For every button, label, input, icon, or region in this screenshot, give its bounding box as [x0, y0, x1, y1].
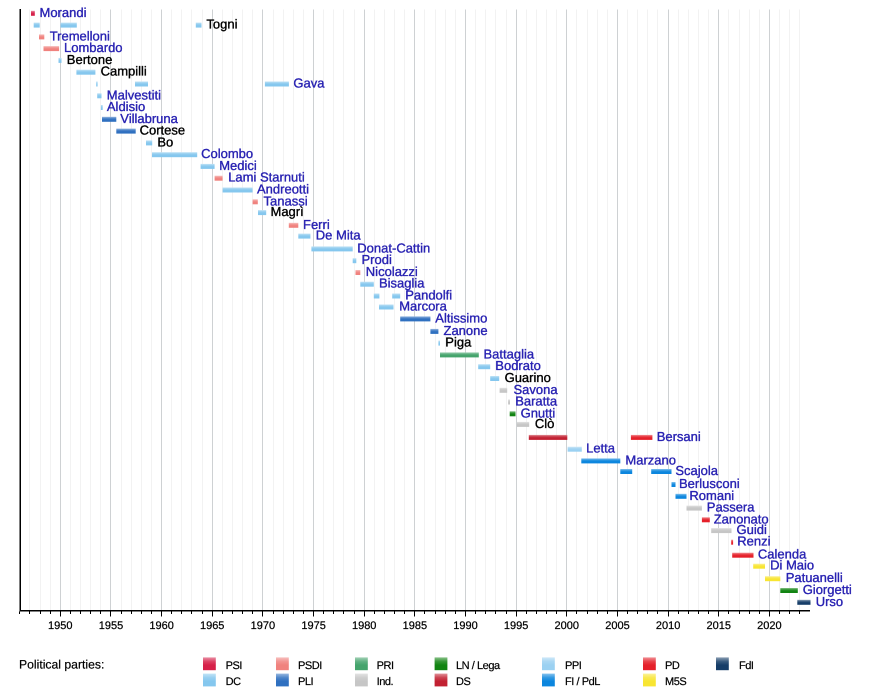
svg-text:Marzano: Marzano — [625, 452, 676, 467]
svg-text:Tremelloni: Tremelloni — [50, 28, 110, 43]
svg-text:FI / PdL: FI / PdL — [565, 676, 600, 688]
svg-text:Tanassi: Tanassi — [264, 193, 308, 208]
svg-text:1985: 1985 — [403, 620, 427, 632]
svg-text:Di Maio: Di Maio — [770, 558, 814, 573]
svg-text:Battaglia: Battaglia — [484, 346, 535, 361]
svg-text:FdI: FdI — [739, 660, 754, 672]
svg-text:Togni: Togni — [206, 17, 237, 32]
svg-text:Altissimo: Altissimo — [435, 310, 487, 325]
svg-text:Malvestiti: Malvestiti — [107, 87, 161, 102]
svg-text:Cortese: Cortese — [140, 123, 186, 138]
svg-text:PSDI: PSDI — [298, 660, 322, 672]
svg-text:1975: 1975 — [301, 620, 325, 632]
svg-text:Bodrato: Bodrato — [495, 358, 541, 373]
svg-text:Zanonato: Zanonato — [714, 511, 769, 526]
svg-text:Bersani: Bersani — [657, 429, 701, 444]
svg-text:Magrì: Magrì — [271, 204, 304, 219]
svg-text:Andreotti: Andreotti — [257, 182, 309, 197]
svg-text:DC: DC — [226, 676, 241, 688]
svg-text:2020: 2020 — [757, 620, 781, 632]
svg-text:Scajola: Scajola — [675, 463, 718, 478]
svg-text:Prodi: Prodi — [362, 252, 392, 267]
svg-text:Bisaglia: Bisaglia — [379, 276, 425, 291]
svg-text:Pandolfi: Pandolfi — [405, 288, 452, 303]
svg-text:Giorgetti: Giorgetti — [803, 582, 852, 597]
svg-text:Gnutti: Gnutti — [521, 405, 556, 420]
svg-text:Gava: Gava — [293, 76, 325, 91]
svg-text:Guidi: Guidi — [737, 522, 767, 537]
svg-text:2005: 2005 — [605, 620, 629, 632]
svg-text:1995: 1995 — [504, 620, 528, 632]
svg-text:Donat-Cattin: Donat-Cattin — [357, 240, 430, 255]
svg-text:1950: 1950 — [48, 620, 72, 632]
svg-text:1965: 1965 — [200, 620, 224, 632]
svg-text:Colombo: Colombo — [201, 146, 253, 161]
svg-text:Romani: Romani — [689, 488, 734, 503]
svg-text:Bo: Bo — [157, 134, 173, 149]
svg-text:Letta: Letta — [586, 441, 616, 456]
svg-text:Campilli: Campilli — [101, 64, 147, 79]
svg-text:PRI: PRI — [377, 660, 394, 672]
svg-text:1955: 1955 — [99, 620, 123, 632]
svg-text:Berlusconi: Berlusconi — [679, 476, 740, 491]
svg-text:1970: 1970 — [251, 620, 275, 632]
svg-text:De Mita: De Mita — [316, 228, 362, 243]
svg-text:Political parties:: Political parties: — [19, 657, 104, 671]
svg-text:2010: 2010 — [656, 620, 680, 632]
svg-text:Morandi: Morandi — [40, 5, 87, 20]
svg-text:Clò: Clò — [535, 416, 555, 431]
svg-text:Renzi: Renzi — [737, 534, 770, 549]
svg-text:Bertone: Bertone — [67, 52, 113, 67]
svg-text:Urso: Urso — [816, 594, 843, 609]
svg-text:Patuanelli: Patuanelli — [786, 570, 843, 585]
svg-text:Lombardo: Lombardo — [64, 40, 123, 55]
svg-text:PLI: PLI — [298, 676, 314, 688]
svg-text:Piga: Piga — [445, 335, 472, 350]
svg-text:Passera: Passera — [707, 500, 755, 515]
svg-text:Baratta: Baratta — [515, 394, 558, 409]
svg-text:Lami Starnuti: Lami Starnuti — [228, 170, 305, 185]
svg-text:Villabruna: Villabruna — [120, 111, 178, 126]
svg-text:DS: DS — [456, 676, 470, 688]
svg-text:1960: 1960 — [149, 620, 173, 632]
svg-text:Nicolazzi: Nicolazzi — [366, 264, 418, 279]
svg-text:1980: 1980 — [352, 620, 376, 632]
svg-text:Guarino: Guarino — [505, 370, 551, 385]
svg-text:2015: 2015 — [707, 620, 731, 632]
svg-text:LN / Lega: LN / Lega — [456, 660, 501, 672]
svg-text:2000: 2000 — [555, 620, 579, 632]
svg-text:PD: PD — [665, 660, 680, 672]
svg-text:PPI: PPI — [565, 660, 582, 672]
svg-text:Ferri: Ferri — [303, 217, 330, 232]
svg-text:Aldisio: Aldisio — [107, 99, 145, 114]
svg-text:Calenda: Calenda — [758, 547, 807, 562]
svg-text:Ind.: Ind. — [377, 676, 394, 688]
svg-text:PSI: PSI — [226, 660, 243, 672]
svg-text:Zanone: Zanone — [444, 323, 488, 338]
svg-text:Medici: Medici — [219, 158, 257, 173]
svg-text:Marcora: Marcora — [399, 299, 447, 314]
svg-text:Savona: Savona — [514, 382, 559, 397]
svg-text:1990: 1990 — [453, 620, 477, 632]
svg-text:M5S: M5S — [665, 676, 686, 688]
